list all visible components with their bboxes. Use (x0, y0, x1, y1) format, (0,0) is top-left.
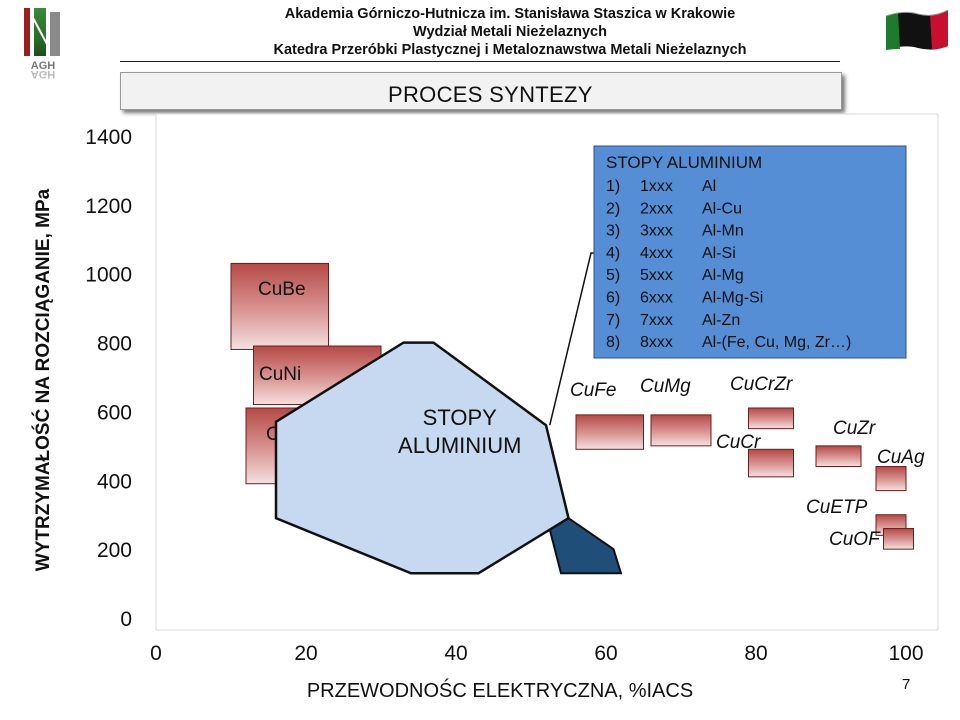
logo-text: AGH (31, 60, 56, 72)
alloy-box-cucr (748, 448, 794, 478)
callout-item: Al-(Fe, Cu, Mg, Zr…) (702, 334, 851, 351)
logo-text-mirror: AGH (31, 68, 56, 80)
alloy-box-cuof (883, 527, 914, 550)
header-divider (120, 61, 840, 62)
x-tick-label: 80 (744, 642, 767, 665)
callout-item: 5) (606, 267, 620, 284)
y-tick-label: 1000 (85, 264, 132, 287)
y-tick-label: 200 (97, 539, 132, 562)
x-tick-label: 20 (294, 642, 317, 665)
alloy-box-cufe (575, 414, 644, 450)
alloy-label-cuetp: CuETP (806, 497, 868, 518)
callout-title: STOPY ALUMINIUM (606, 153, 762, 172)
aluminium-region-light (274, 341, 570, 575)
callout-item: 4) (606, 245, 620, 262)
aluminium-region-label: ALUMINIUM (398, 433, 521, 458)
alloy-box-cucrzr (748, 407, 794, 430)
x-axis-ticks: 0 20 40 60 80 100 (150, 642, 923, 665)
y-axis-label: WYTRZYMAŁOŚĆ NA ROZCIĄGANIE, MPa (33, 188, 54, 572)
alloy-label-cufe: CuFe (570, 380, 616, 401)
x-tick-label: 0 (150, 642, 162, 665)
alloy-label-cuni: CuNi (259, 364, 301, 385)
alloy-label-cube: CuBe (258, 279, 306, 300)
callout-item: 3xxx (640, 223, 673, 240)
x-tick-label: 100 (888, 642, 923, 665)
callout-item: 4xxx (640, 245, 673, 262)
callout-item: Al-Mg (702, 267, 744, 284)
callout-item: 6xxx (640, 290, 673, 307)
alloy-label-cuzr: CuZr (833, 418, 876, 439)
y-axis-ticks: 0 200 400 600 800 1000 1200 1400 (85, 126, 132, 631)
callout-item: Al-Mn (702, 223, 744, 240)
x-tick-label: 60 (594, 642, 617, 665)
aluminium-region: STOPY ALUMINIUM (274, 341, 623, 575)
y-tick-label: 1200 (85, 195, 132, 218)
alloy-box-cube (230, 262, 329, 350)
alloy-box-cumg (650, 414, 712, 447)
callout-item: 1) (606, 178, 620, 195)
alloy-label-cuof: CuOF (829, 529, 881, 550)
callout-item: 3) (606, 223, 620, 240)
callout-item: 8) (606, 334, 620, 351)
slide-title: PROCES SYNTEZY (388, 82, 593, 107)
callout-item: 5xxx (640, 267, 673, 284)
callout-item: Al (702, 178, 716, 195)
header-line-2: Wydział Metali Nieżelaznych (413, 24, 607, 40)
flag-icon (885, 9, 949, 50)
callout-item: Al-Cu (702, 200, 742, 217)
y-tick-label: 600 (97, 401, 132, 424)
page-number: 7 (902, 676, 911, 693)
alloy-label-cucr: CuCr (716, 432, 761, 453)
alloy-label-cuag: CuAg (877, 447, 925, 468)
callout-box (593, 145, 907, 359)
callout-item: 8xxx (640, 334, 673, 351)
alloy-box-cuzr (815, 445, 862, 468)
header-line-1: Akademia Górniczo-Hutnicza im. Stanisław… (284, 6, 736, 22)
alloy-label-cumg: CuMg (640, 376, 691, 397)
alloy-label-cucrzr: CuCrZr (730, 374, 793, 395)
agh-logo: AGH AGH (24, 8, 60, 80)
x-axis-label: PRZEWODNOŚC ELEKTRYCZNA, %IACS (306, 680, 694, 702)
y-tick-label: 0 (120, 608, 132, 631)
callout-item: Al-Zn (702, 312, 740, 329)
x-tick-label: 40 (444, 642, 467, 665)
title-box (120, 72, 842, 110)
callout-item: Al-Mg-Si (702, 290, 763, 307)
callout-item: 7xxx (640, 312, 673, 329)
y-tick-label: 800 (97, 333, 132, 356)
aluminium-callout: STOPY ALUMINIUM 1) 1xxx Al 2) 2xxx Al-Cu 3) 3xxx… (549, 145, 907, 426)
callout-pointer (549, 252, 594, 426)
callout-item: Al-Si (702, 245, 736, 262)
y-tick-label: 400 (97, 470, 132, 493)
y-tick-label: 1400 (85, 126, 132, 149)
callout-item: 7) (606, 312, 620, 329)
callout-item: 2) (606, 200, 620, 217)
callout-item: 2xxx (640, 200, 673, 217)
callout-item: 6) (606, 290, 620, 307)
alloy-box-cuag (875, 466, 907, 492)
aluminium-region-label: STOPY (423, 405, 498, 430)
callout-item: 1xxx (640, 178, 673, 195)
header-line-3: Katedra Przeróbki Plastycznej i Metalozn… (273, 42, 747, 58)
